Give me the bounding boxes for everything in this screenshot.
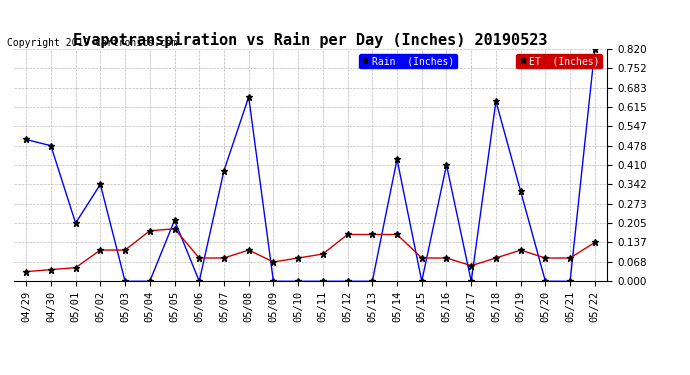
Line: ET  (Inches): ET (Inches) [23, 225, 598, 275]
ET  (Inches) [220, 256, 228, 260]
ET  (Inches) [244, 248, 253, 252]
ET  (Inches) [195, 256, 204, 260]
Rain  (Inches) [269, 279, 277, 284]
ET  (Inches) [47, 267, 55, 272]
ET  (Inches) [417, 256, 426, 260]
ET  (Inches) [22, 269, 30, 274]
Rain  (Inches) [220, 168, 228, 173]
ET  (Inches) [517, 248, 525, 252]
ET  (Inches) [96, 248, 104, 252]
ET  (Inches) [319, 252, 327, 256]
ET  (Inches) [344, 232, 352, 237]
Rain  (Inches) [146, 279, 154, 284]
ET  (Inches) [269, 260, 277, 264]
Rain  (Inches) [294, 279, 302, 284]
Text: Copyright 2019 Cartronics.com: Copyright 2019 Cartronics.com [7, 38, 177, 48]
Rain  (Inches) [344, 279, 352, 284]
ET  (Inches) [467, 263, 475, 268]
ET  (Inches) [393, 232, 401, 237]
Rain  (Inches) [72, 221, 80, 225]
Rain  (Inches) [541, 279, 549, 284]
ET  (Inches) [368, 232, 377, 237]
ET  (Inches) [121, 248, 129, 252]
ET  (Inches) [146, 228, 154, 233]
Legend: ET  (Inches): ET (Inches) [516, 54, 602, 69]
Rain  (Inches) [244, 95, 253, 99]
Rain  (Inches) [566, 279, 574, 284]
Rain  (Inches) [368, 279, 377, 284]
Rain  (Inches) [393, 157, 401, 162]
ET  (Inches) [442, 256, 451, 260]
ET  (Inches) [492, 256, 500, 260]
Rain  (Inches) [22, 137, 30, 142]
Rain  (Inches) [591, 46, 599, 51]
Rain  (Inches) [195, 279, 204, 284]
ET  (Inches) [72, 266, 80, 270]
ET  (Inches) [294, 256, 302, 260]
Title: Evapotranspiration vs Rain per Day (Inches) 20190523: Evapotranspiration vs Rain per Day (Inch… [73, 32, 548, 48]
Line: Rain  (Inches): Rain (Inches) [23, 45, 598, 285]
ET  (Inches) [591, 240, 599, 244]
ET  (Inches) [170, 226, 179, 231]
Rain  (Inches) [492, 99, 500, 104]
Rain  (Inches) [417, 279, 426, 284]
Rain  (Inches) [121, 279, 129, 284]
ET  (Inches) [541, 256, 549, 260]
Rain  (Inches) [467, 279, 475, 284]
Rain  (Inches) [319, 279, 327, 284]
Rain  (Inches) [517, 189, 525, 194]
Rain  (Inches) [96, 182, 104, 186]
Rain  (Inches) [170, 218, 179, 222]
ET  (Inches) [566, 256, 574, 260]
Rain  (Inches) [442, 163, 451, 167]
Rain  (Inches) [47, 144, 55, 148]
